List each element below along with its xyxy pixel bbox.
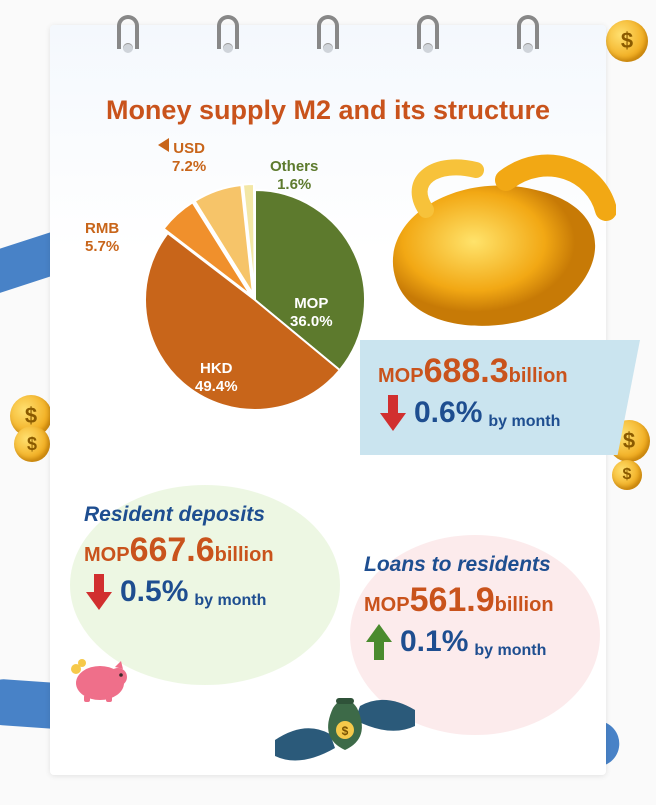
piggy-bank-icon: [70, 655, 130, 703]
deposits-heading: Resident deposits: [84, 503, 326, 527]
pie-label-usd: USD7.2%: [172, 140, 206, 176]
m2-total-box: MOP688.3billion 0.6% by month: [360, 340, 640, 455]
hands-money-icon: $: [270, 670, 420, 780]
pie-label-mop: MOP36.0%: [290, 295, 333, 331]
m2-total-value: MOP688.3billion: [378, 352, 622, 391]
loans-change-pct: 0.1%: [400, 625, 468, 659]
loans-change-label: by month: [474, 642, 546, 660]
svg-text:$: $: [342, 724, 349, 738]
arrow-up-icon: [364, 622, 394, 662]
m2-change-pct: 0.6%: [414, 396, 482, 430]
pie-label-hkd: HKD49.4%: [195, 360, 238, 396]
m2-pie-chart: MOP36.0%HKD49.4%RMB5.7%USD7.2%Others1.6%: [140, 180, 370, 410]
page-title: Money supply M2 and its structure: [50, 95, 606, 126]
coin-icon: $: [14, 426, 50, 462]
legend-marker-icon: [158, 138, 169, 152]
coin-icon: $: [612, 460, 642, 490]
deposits-value: MOP667.6billion: [84, 531, 326, 570]
m2-change-label: by month: [488, 413, 560, 431]
arrow-down-icon: [378, 393, 408, 433]
deposits-change-pct: 0.5%: [120, 575, 188, 609]
pie-label-rmb: RMB5.7%: [85, 220, 119, 256]
pie-label-others: Others1.6%: [270, 158, 318, 194]
binder-rings: [50, 15, 606, 49]
gold-splash-icon: [356, 140, 616, 340]
coin-icon: $: [606, 20, 648, 62]
deposits-change-label: by month: [194, 592, 266, 610]
infographic-card: Money supply M2 and its structure MOP36.…: [50, 25, 606, 775]
loans-value: MOP561.9billion: [364, 581, 586, 620]
loans-heading: Loans to residents: [364, 553, 586, 577]
arrow-down-icon: [84, 572, 114, 612]
